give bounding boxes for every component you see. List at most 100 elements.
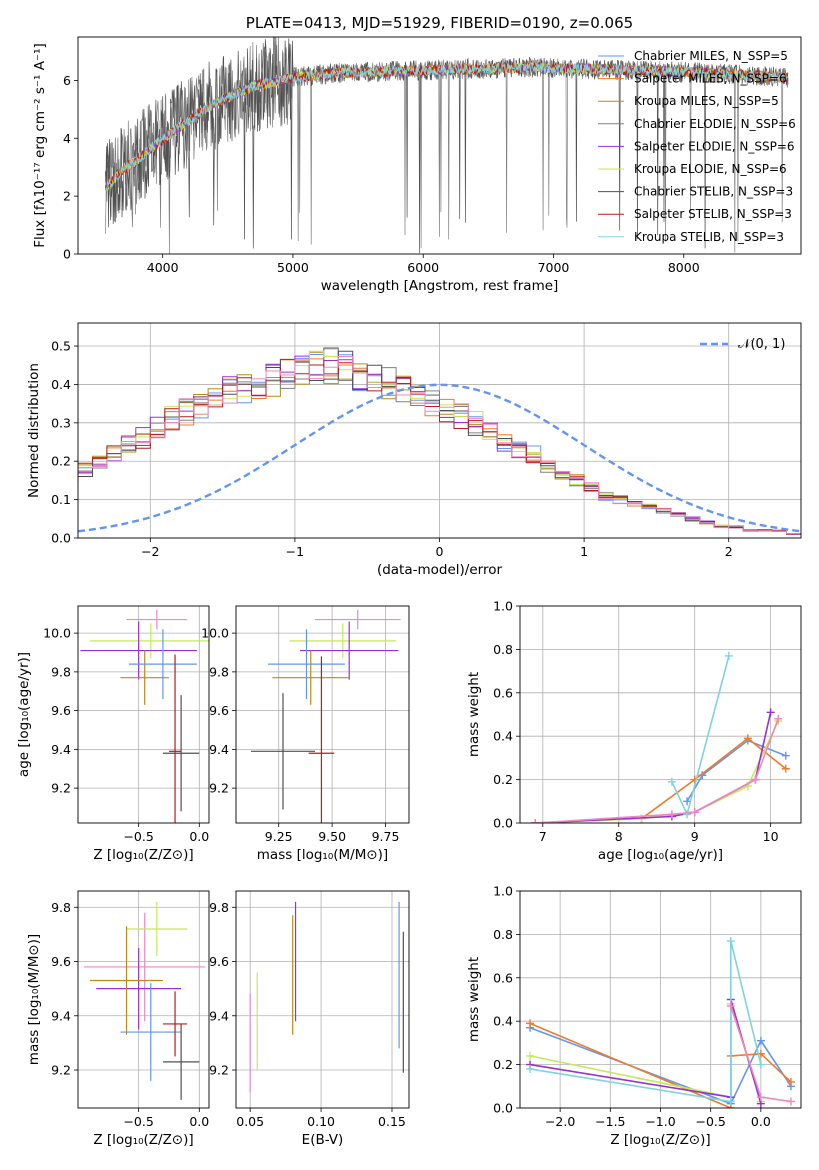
y-tick-label: 0.3: [51, 415, 71, 430]
x-tick-label: 8: [615, 829, 623, 844]
chart-panel-5: 7 8 9 10 0.0 0.2 0.4 0.6 0.8 1.0 age [log₁₀(age/yr…: [466, 599, 802, 863]
y-tick-label: 9.2: [51, 781, 71, 796]
plot-area: [84, 901, 206, 1100]
y-tick-label: 9.6: [51, 703, 71, 718]
weight-marker: [683, 810, 692, 819]
legend-label: Salpeter ELODIE, N_SSP=6: [634, 139, 795, 153]
legend-label: Chabrier STELIB, N_SSP=3: [634, 185, 793, 199]
histogram-step-series: [78, 350, 801, 535]
weight-marker: [531, 819, 540, 823]
y-tick-label: 9.2: [51, 1063, 71, 1078]
error-bar-point: [120, 983, 182, 1081]
y-tick-label: 2: [63, 189, 71, 204]
legend-label: Chabrier MILES, N_SSP=5: [634, 49, 788, 63]
plot-area: [78, 347, 801, 536]
y-tick-label: 9.8: [51, 900, 71, 915]
y-tick-label: 9.8: [51, 664, 71, 679]
x-tick-label: −0.5: [123, 829, 153, 844]
x-tick-label: 0.0: [189, 829, 209, 844]
axes-frame: [77, 36, 802, 255]
error-bar-point: [80, 621, 197, 680]
legend-label: Kroupa STELIB, N_SSP=3: [634, 230, 784, 244]
y-tick-label: 0.0: [51, 531, 71, 546]
legend-label: Kroupa MILES, N_SSP=5: [634, 94, 779, 108]
weight-marker: [526, 1019, 535, 1028]
weight-marker: [526, 1064, 535, 1073]
x-tick-label: −1.0: [645, 1114, 675, 1129]
plot-area: [531, 651, 790, 823]
y-tick-label: 10.0: [201, 626, 229, 641]
x-tick-label: 8000: [668, 260, 700, 275]
x-tick-label: 5000: [277, 260, 309, 275]
y-tick-label: 9.4: [209, 742, 229, 757]
y-tick-label: 0.0: [493, 1101, 513, 1116]
x-tick-label: −2.0: [545, 1114, 575, 1129]
axes-frame: [235, 605, 410, 824]
error-bar-point: [126, 901, 188, 957]
weight-marker: [526, 1051, 535, 1060]
y-tick-label: 9.2: [209, 1063, 229, 1078]
y-tick-label: 0.4: [51, 377, 71, 392]
histogram-step-series: [78, 351, 801, 535]
histogram-step-series: [78, 362, 801, 535]
x-tick-label: 0.0: [189, 1114, 209, 1129]
legend-label: Chabrier ELODIE, N_SSP=6: [634, 117, 796, 131]
chart-panel-6: −0.5 0.0 9.2 9.4 9.6 9.8 Z [log₁₀(Z/Z⊙)] mass […: [26, 890, 210, 1148]
chart-panel-2: −2 −1 0 1 2 0.0 0.1 0.2 0.3 0.4 0.5 (data-model)/er…: [26, 322, 802, 578]
y-tick-label: 0.0: [493, 816, 513, 831]
y-axis-label: age [log₁₀(age/yr)]: [16, 652, 32, 777]
x-tick-label: 7: [539, 829, 547, 844]
y-tick-label: 0: [63, 247, 71, 262]
weight-marker: [781, 751, 790, 760]
error-bar-point: [120, 650, 169, 705]
legend-label: 𝒩(0, 1): [738, 337, 785, 352]
chart-title: PLATE=0413, MJD=51929, FIBERID=0190, z=0…: [246, 14, 633, 32]
weight-marker: [786, 1097, 795, 1106]
y-tick-label: 1.0: [493, 599, 513, 614]
y-axis-label: mass weight: [466, 957, 482, 1042]
error-bar-point: [126, 609, 188, 630]
plot-area: [249, 901, 404, 1092]
x-tick-label: 6000: [407, 260, 439, 275]
error-bar-point: [96, 947, 182, 1030]
histogram-step-series: [78, 348, 801, 535]
legend-label: Salpeter MILES, N_SSP=6: [634, 72, 787, 86]
x-tick-label: −0.5: [695, 1114, 725, 1129]
x-tick-label: 2: [725, 544, 733, 559]
weight-marker: [781, 764, 790, 773]
x-axis-label: age [log₁₀(age/yr)]: [598, 847, 723, 863]
error-bar-point: [268, 629, 345, 699]
weight-marker: [756, 1036, 765, 1045]
x-tick-label: 10: [763, 829, 779, 844]
y-tick-label: 0.2: [493, 1057, 513, 1072]
x-tick-label: 1: [580, 544, 588, 559]
x-axis-label: Z [log₁₀(Z/Z⊙)]: [610, 1132, 710, 1148]
plot-area: [104, 37, 789, 254]
histogram-step-series: [78, 356, 801, 535]
x-tick-label: −1.5: [595, 1114, 625, 1129]
y-tick-label: 9.6: [209, 954, 229, 969]
x-tick-label: 0.15: [378, 1114, 406, 1129]
y-tick-label: 9.8: [209, 900, 229, 915]
y-tick-label: 0.8: [493, 927, 513, 942]
error-bar-point: [90, 623, 209, 659]
histogram-step-series: [78, 358, 801, 535]
error-bar-point: [308, 656, 335, 823]
y-tick-label: 0.6: [493, 970, 513, 985]
weight-marker: [726, 1002, 735, 1011]
y-tick-label: 9.8: [209, 664, 229, 679]
axes-frame: [77, 605, 210, 824]
y-tick-label: 9.2: [209, 781, 229, 796]
x-tick-label: 0.10: [307, 1114, 335, 1129]
weight-series-line: [535, 712, 772, 823]
weight-marker: [756, 1093, 765, 1102]
legend-label: Salpeter STELIB, N_SSP=3: [634, 207, 792, 221]
y-tick-label: 0.2: [493, 772, 513, 787]
weight-marker: [766, 708, 775, 717]
x-tick-label: −2: [141, 544, 159, 559]
y-tick-label: 9.4: [51, 1008, 71, 1023]
y-tick-label: 9.6: [51, 954, 71, 969]
x-axis-label: Z [log₁₀(Z/Z⊙)]: [93, 1132, 193, 1148]
chart-panel-3: −0.5 0.0 9.2 9.4 9.6 9.8 10.0 Z [log₁₀(Z/Z⊙)] ag…: [16, 605, 210, 863]
